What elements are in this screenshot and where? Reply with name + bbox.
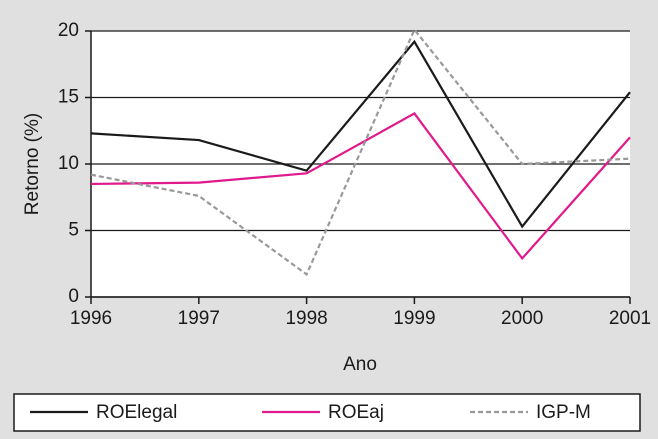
legend-label: IGP-M xyxy=(536,402,591,423)
y-tick-label: 15 xyxy=(58,87,79,108)
x-tick-label: 2001 xyxy=(609,308,651,329)
series-line xyxy=(90,112,631,261)
y-tick-label: 0 xyxy=(68,286,79,307)
y-tick-label: 5 xyxy=(68,220,79,241)
series-line xyxy=(90,27,631,277)
x-tick-label: 1997 xyxy=(178,308,220,329)
y-axis-label: Retorno (%) xyxy=(22,113,43,215)
x-tick-label: 2000 xyxy=(501,308,543,329)
legend-label: ROElegal xyxy=(96,402,177,423)
x-tick-label: 1999 xyxy=(393,308,435,329)
y-tick-label: 10 xyxy=(58,153,79,174)
x-tick-label: 1996 xyxy=(70,308,112,329)
x-tick-label: 1998 xyxy=(285,308,327,329)
y-tick-label: 20 xyxy=(58,20,79,41)
legend-box xyxy=(13,393,641,432)
legend-label: ROEaj xyxy=(328,402,384,423)
series-line xyxy=(90,39,631,229)
x-axis-label: Ano xyxy=(343,354,377,375)
